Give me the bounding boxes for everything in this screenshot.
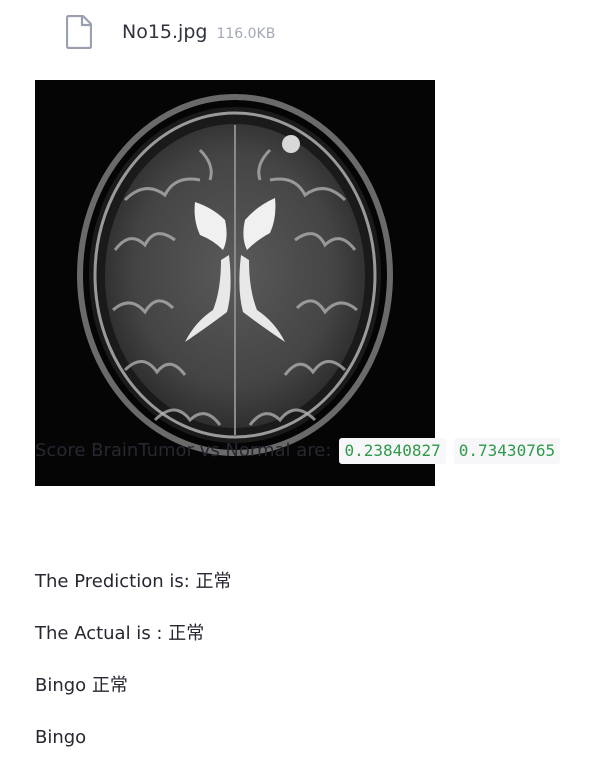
file-name: No15.jpg (122, 20, 208, 43)
actual-text: The Actual is : 正常 (35, 623, 205, 644)
bingo-text: Bingo (35, 727, 87, 748)
mri-brain-image (35, 80, 435, 486)
score-tumor-value: 0.23840827 (339, 438, 446, 464)
score-label: Score BrainTumor vs Normal are: (35, 440, 332, 461)
file-icon (66, 15, 92, 49)
score-normal-value: 0.73430765 (453, 438, 561, 464)
file-size: 116.0KB (216, 25, 276, 42)
bingo-result-text: Bingo 正常 (35, 675, 128, 696)
score-line: Score BrainTumor vs Normal are: 0.238408… (35, 438, 561, 464)
prediction-text: The Prediction is: 正常 (35, 571, 232, 592)
uploaded-file-row: No15.jpg 116.0KB (66, 14, 275, 50)
